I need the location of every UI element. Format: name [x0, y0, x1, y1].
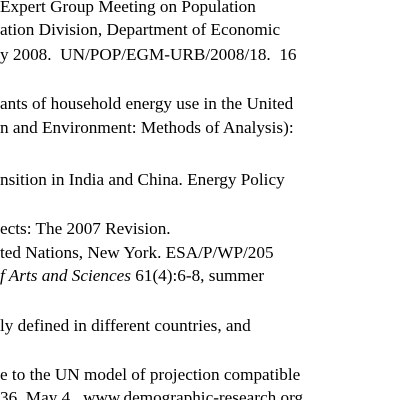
reference-line: ly defined in different countries, and	[0, 316, 251, 335]
journal-volume: 61(4):6-8, summer	[130, 266, 265, 285]
journal-title: f Arts and Sciences	[0, 266, 131, 285]
reference-line: y 2008. UN/POP/EGM-URB/2008/18. 16	[0, 45, 297, 64]
reference-line: n and Environment: Methods of Analysis):	[0, 118, 294, 137]
reference-line: e to the UN model of projection compatib…	[0, 365, 301, 384]
reference-line-journal: f Arts and Sciences 61(4):6-8, summer	[0, 265, 264, 286]
reference-line: ation Division, Department of Economic	[0, 20, 281, 39]
reference-line: ted Nations, New York. ESA/P/WP/205	[0, 243, 274, 262]
reference-line: Expert Group Meeting on Population	[0, 0, 256, 16]
reference-line: ants of household energy use in the Unit…	[0, 94, 294, 113]
reference-line: ects: The 2007 Revision.	[0, 219, 171, 238]
reference-line: 36, May 4. www.demographic-research.org	[0, 388, 304, 400]
reference-line: nsition in India and China. Energy Polic…	[0, 170, 285, 189]
